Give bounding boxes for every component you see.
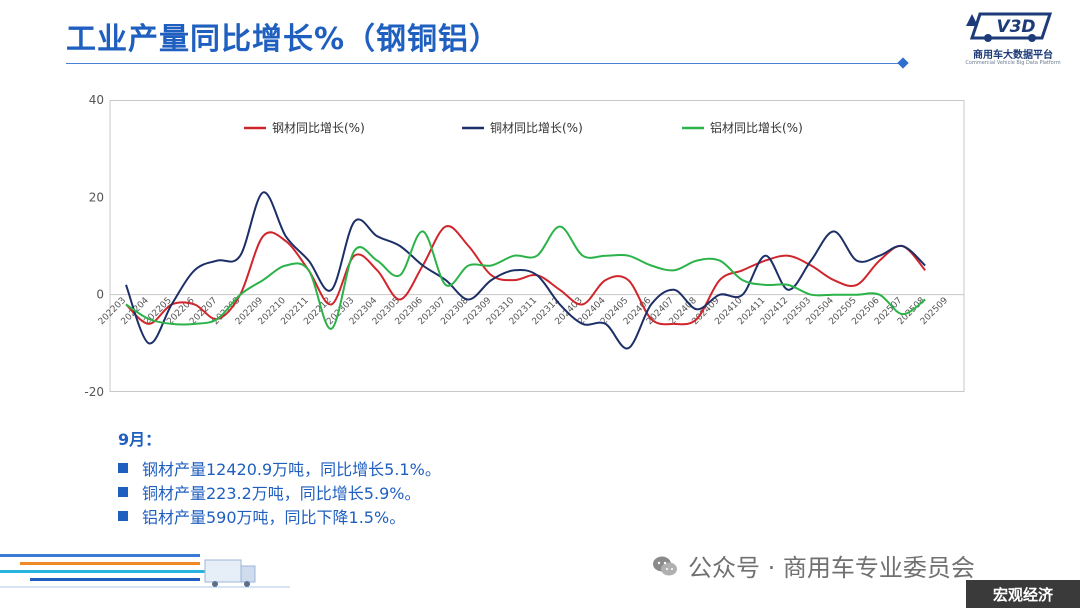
series-line (125, 191, 926, 350)
y-tick-label: 40 (89, 93, 104, 107)
legend-label: 铜材同比增长(%) (490, 120, 583, 135)
square-bullet-icon (118, 511, 128, 521)
y-tick-label: 20 (89, 190, 104, 204)
category-tag: 宏观经济 (966, 580, 1080, 608)
title-divider (66, 63, 904, 64)
note-text: 钢材产量12420.9万吨，同比增长5.1%。 (142, 460, 441, 479)
line-chart: 40 20 0 -20 202203 202204 202205 202206 202207 20… (84, 93, 972, 399)
plot-area-border (109, 100, 965, 392)
footer-brand: 公众号 · 商用车专业委员会 (652, 548, 975, 583)
y-tick-label: -20 (84, 385, 104, 399)
platform-logo: V3D 商用车大数据平台 Commercial Vehicle Big Data… (958, 8, 1068, 68)
notes-panel: 9月： 钢材产量12420.9万吨，同比增长5.1%。 铜材产量223.2万吨，… (118, 426, 441, 528)
logo-text: 商用车大数据平台 (973, 50, 1053, 61)
note-text: 铝材产量590万吨，同比下降1.5%。 (142, 508, 406, 527)
y-tick-label: 0 (96, 288, 104, 302)
square-bullet-icon (118, 463, 128, 473)
legend-label: 钢材同比增长(%) (272, 121, 365, 135)
divider-diamond-icon (897, 57, 909, 69)
square-bullet-icon (118, 487, 128, 497)
truck-logo-icon: V3D (966, 12, 1053, 42)
note-item: 铝材产量590万吨，同比下降1.5%。 (118, 504, 441, 528)
note-text: 铜材产量223.2万吨，同比增长5.9%。 (142, 484, 421, 503)
note-item: 钢材产量12420.9万吨，同比增长5.1%。 (118, 456, 441, 480)
truck-decoration-icon (0, 554, 290, 588)
logo-mark: V3D (996, 17, 1035, 37)
series-line (125, 225, 926, 330)
note-item: 铜材产量223.2万吨，同比增长5.9%。 (118, 480, 441, 504)
legend-label: 铝材同比增长(%) (710, 120, 803, 135)
page-title: 工业产量同比增长%（钢铜铝） (66, 22, 501, 57)
logo-subtext: Commercial Vehicle Big Data Platform (965, 60, 1061, 66)
wechat-icon (653, 556, 677, 575)
footer-brand-text: 公众号 · 商用车专业委员会 (688, 554, 975, 582)
series-line (125, 225, 926, 326)
chart-svg: 40200-2020220320220420220520220620220720… (84, 93, 965, 399)
notes-month: 9月： (118, 430, 162, 449)
